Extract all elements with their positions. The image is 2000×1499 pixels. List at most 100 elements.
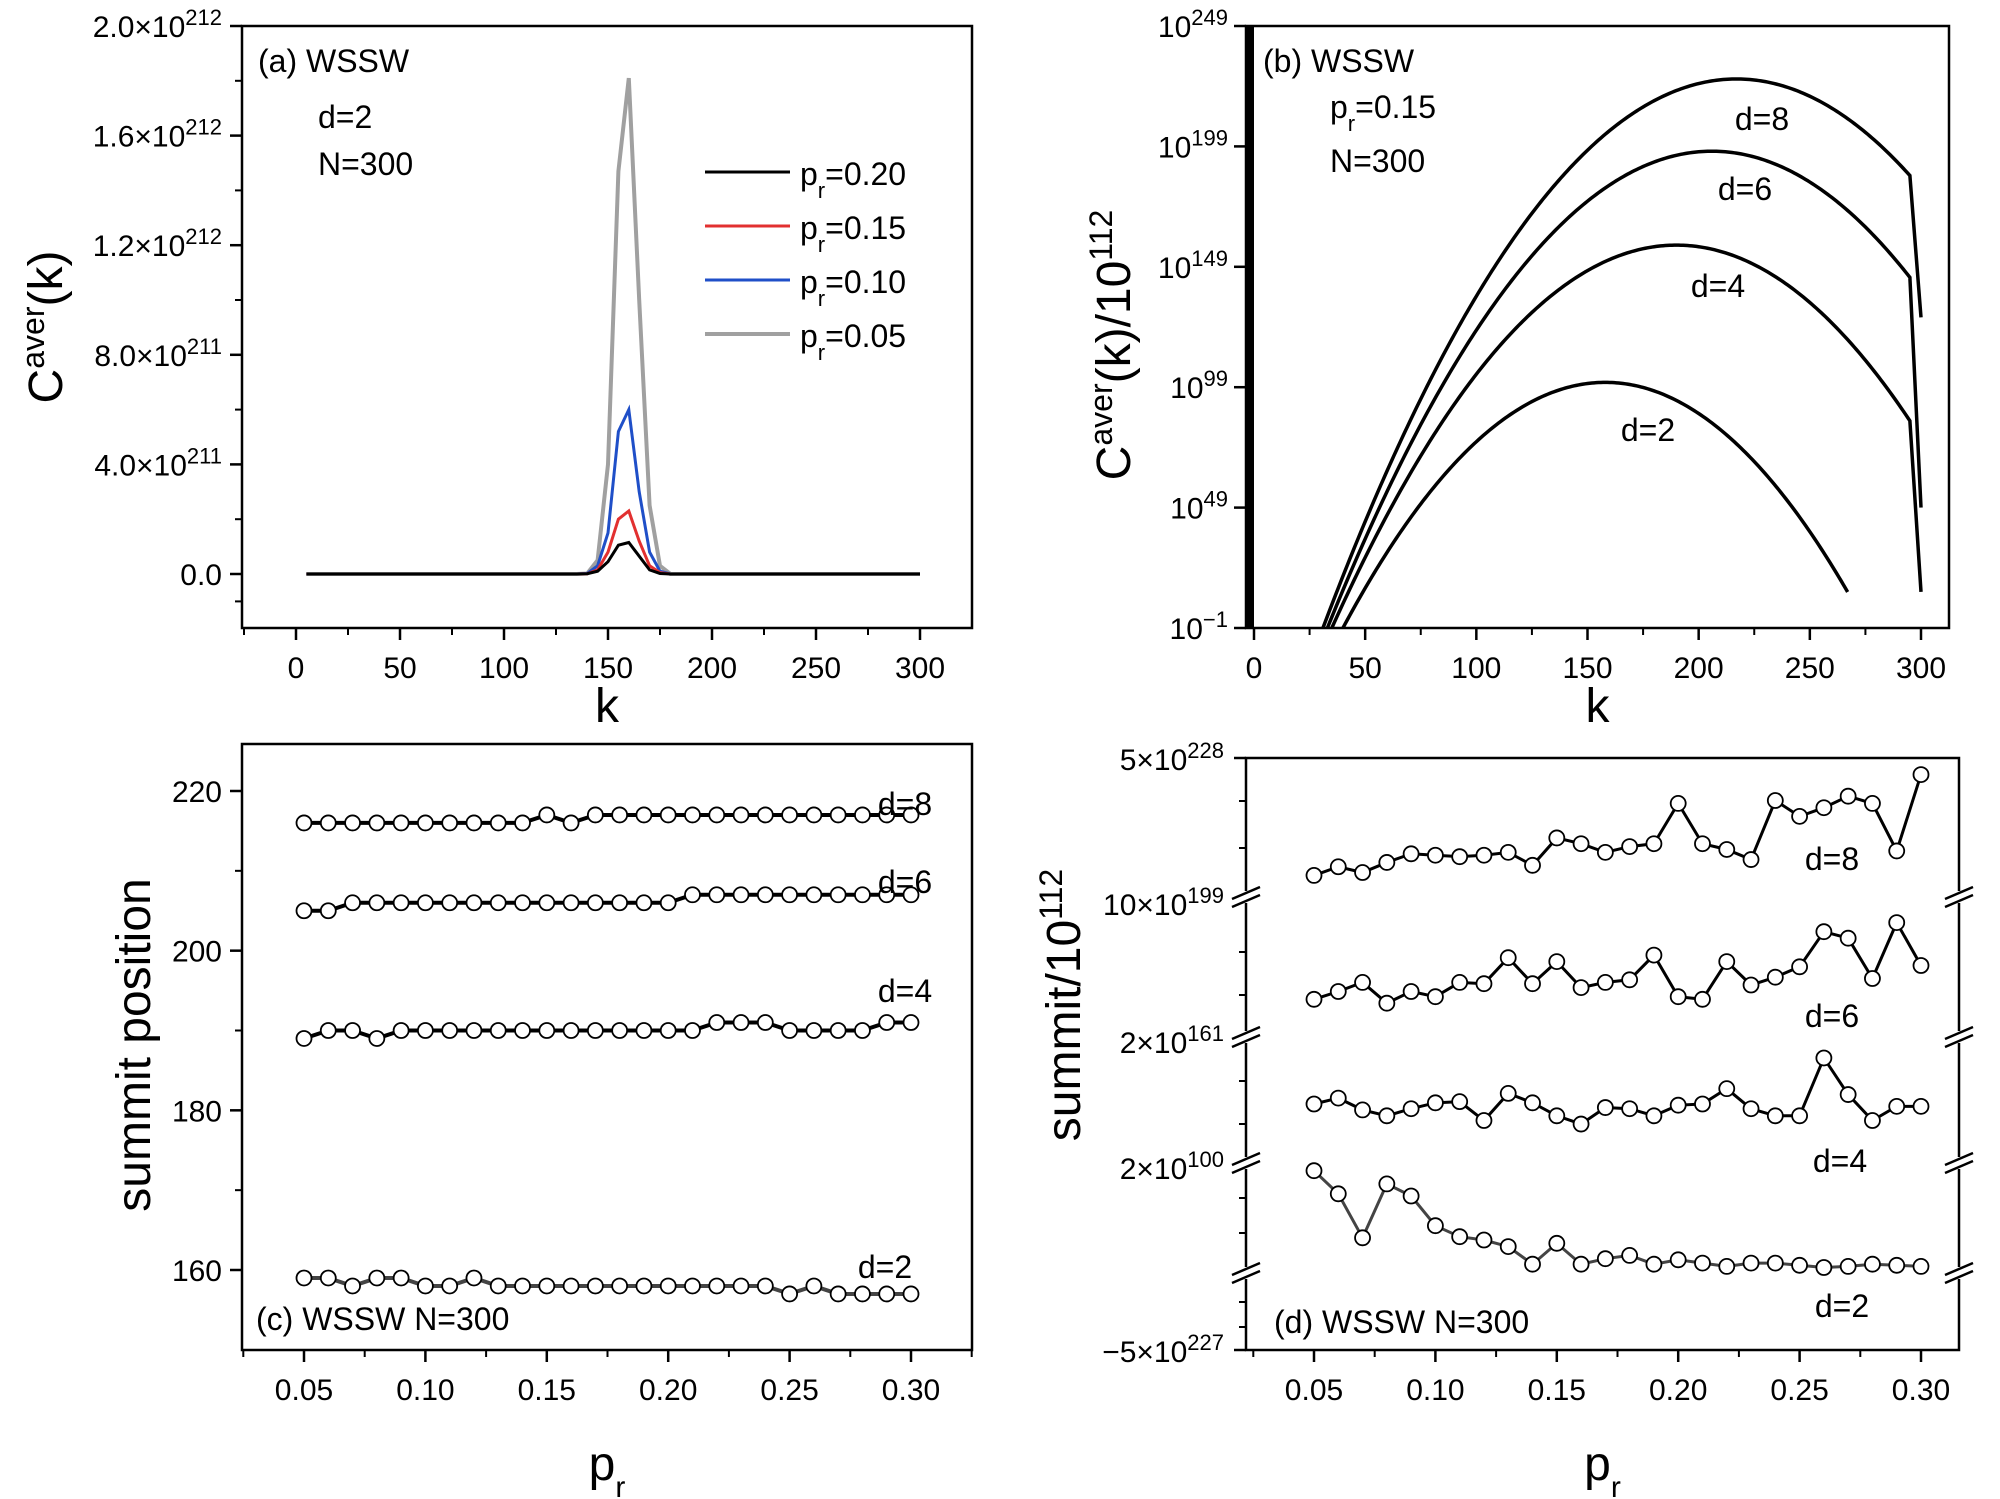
- panel-d-marker: [1354, 974, 1371, 991]
- panel-d-y-tick-label: 10×10199: [1103, 883, 1224, 923]
- panel-b-annotation: pr=0.15: [1330, 89, 1436, 136]
- panel-c-marker: [756, 886, 774, 904]
- panel-d-marker: [1354, 864, 1371, 881]
- panel-c-marker: [344, 1277, 361, 1295]
- panel-d-marker: [1354, 1101, 1371, 1119]
- panel-c-marker: [805, 806, 823, 824]
- panel-c-series-label: d=8: [878, 786, 932, 822]
- panel-c-marker: [489, 814, 507, 832]
- panel-c-marker: [416, 1022, 434, 1039]
- panel-d-marker: [1766, 968, 1784, 986]
- panel-d-marker: [1742, 1100, 1760, 1118]
- panel-b-curve-label: d=8: [1735, 101, 1789, 137]
- panel-c-marker: [538, 1022, 556, 1039]
- panel-d-line-d-2: [1312, 1169, 1922, 1270]
- panel-c-marker: [781, 1285, 798, 1303]
- panel-c-x-tick-label: 0.10: [396, 1374, 454, 1407]
- panel-d-y-tick-label: 5×10228: [1120, 738, 1224, 778]
- panel-c-marker: [562, 894, 580, 912]
- panel-d-marker: [1815, 1049, 1833, 1067]
- panel-d-marker: [1645, 946, 1663, 964]
- panel-c-marker: [319, 1022, 337, 1039]
- panel-d-marker: [1864, 1112, 1881, 1129]
- panel-c-marker: [732, 806, 750, 824]
- panel-c-marker: [465, 1022, 483, 1039]
- panel-d-marker: [1718, 841, 1736, 858]
- panel-c-y-tick-label: 160: [172, 1255, 222, 1288]
- panel-c-x-tick-label: 0.30: [882, 1374, 940, 1407]
- panel-d-marker: [1499, 843, 1517, 861]
- axis-break-mark: [1231, 1151, 1261, 1167]
- panel-b-curve-d-2: [1341, 380, 1850, 629]
- panel-c-marker: [902, 1285, 920, 1303]
- panel-d-marker: [1499, 1238, 1517, 1255]
- panel-d-marker: [1475, 846, 1493, 864]
- panel-d-y-tick-label: −5×10227: [1102, 1330, 1224, 1370]
- panel-d-marker: [1305, 1162, 1323, 1180]
- panel-d-series-label: d=6: [1805, 998, 1859, 1034]
- panel-d-marker: [1888, 1256, 1906, 1274]
- panel-c-marker: [902, 806, 920, 824]
- axis-break-mark: [1231, 885, 1261, 901]
- panel-c-marker: [878, 806, 896, 824]
- panel-c-marker: [514, 894, 531, 912]
- panel-d-marker: [1451, 1228, 1469, 1246]
- panel-d-marker: [1694, 990, 1711, 1008]
- axis-break-mark: [1231, 1261, 1261, 1277]
- axis-break-gap: [1945, 891, 1973, 903]
- panel-c-marker: [805, 886, 823, 904]
- panel-b-curve-d-8: [1321, 77, 1923, 629]
- panel-d-marker: [1669, 988, 1687, 1006]
- panel-b-annotation: N=300: [1330, 143, 1425, 179]
- panel-c-marker: [392, 1022, 410, 1039]
- panel-c-marker: [635, 806, 653, 824]
- panel-a-x-tick-label: 300: [895, 652, 945, 685]
- panel-d-marker: [1645, 835, 1663, 853]
- panel-d-marker: [1524, 975, 1541, 993]
- axis-break-mark: [1944, 1151, 1974, 1167]
- panel-a-annotation: N=300: [318, 146, 413, 182]
- axis-break-gap: [1232, 1031, 1260, 1043]
- panel-c-label: (c) WSSW N=300: [256, 1301, 509, 1337]
- panel-c-marker: [902, 1014, 920, 1031]
- panel-c-marker: [368, 1030, 386, 1047]
- panel-b-y-tick-label: 10199: [1158, 125, 1228, 165]
- panel-c-y-tick-label: 200: [172, 936, 222, 969]
- panel-b-x-tick-label: 200: [1674, 652, 1724, 685]
- panel-c-y-label: summit position: [108, 878, 161, 1211]
- panel-d-series-label: d=2: [1815, 1288, 1869, 1324]
- axis-break-mark: [1944, 1025, 1974, 1041]
- panel-a-series-p-r-0-10: [306, 404, 920, 576]
- panel-c-marker: [416, 894, 434, 912]
- panel-d-marker: [1305, 1095, 1323, 1113]
- axis-break-mark: [1231, 1269, 1261, 1285]
- axis-break-mark: [1231, 893, 1261, 909]
- panel-c-marker: [635, 894, 653, 912]
- panel-a-series-p-r-0-15: [306, 508, 920, 576]
- panel-b-curve-label: d=6: [1718, 171, 1772, 207]
- panel-c-marker: [368, 1269, 386, 1287]
- panel-c-marker: [562, 814, 580, 832]
- panel-c-marker: [684, 1022, 701, 1039]
- panel-c-marker: [878, 1014, 896, 1031]
- axis-break-mark: [1944, 885, 1974, 901]
- panel-b-x-tick-label: 50: [1348, 652, 1381, 685]
- panel-d-marker: [1718, 1258, 1736, 1275]
- panel-c-marker: [514, 1277, 531, 1295]
- panel-d-marker: [1864, 970, 1881, 987]
- panel-d-marker: [1815, 799, 1833, 817]
- panel-b-y-tick-label: 10249: [1158, 5, 1228, 45]
- panel-c-marker: [732, 1277, 750, 1295]
- panel-c-marker: [708, 806, 726, 824]
- axis-break-gap: [1232, 1157, 1260, 1169]
- panel-a-x-tick-label: 0: [288, 652, 305, 685]
- panel-d-marker: [1645, 1255, 1663, 1273]
- panel-c-marker: [854, 886, 871, 904]
- panel-c-marker: [344, 1022, 361, 1039]
- panel-d-marker: [1839, 929, 1857, 947]
- panel-a-x-tick-label: 150: [583, 652, 633, 685]
- panel-d-marker: [1742, 851, 1760, 868]
- panel-a-x-tick-label: 50: [383, 652, 416, 685]
- legend-label: pr=0.05: [800, 318, 906, 365]
- panel-d-marker: [1718, 953, 1736, 970]
